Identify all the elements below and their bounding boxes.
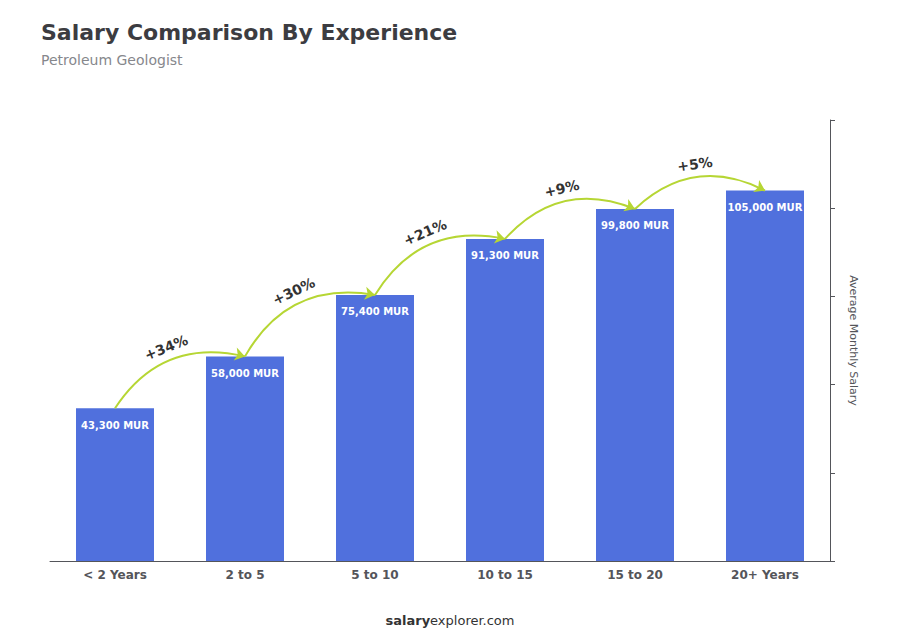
svg-text:75,400 MUR: 75,400 MUR — [341, 306, 409, 317]
svg-text:Petroleum Geologist: Petroleum Geologist — [41, 52, 183, 68]
svg-text:< 2 Years: < 2 Years — [83, 568, 147, 582]
svg-text:105,000 MUR: 105,000 MUR — [728, 202, 803, 213]
svg-text:43,300 MUR: 43,300 MUR — [81, 420, 149, 431]
svg-text:+34%: +34% — [142, 332, 190, 364]
svg-text:5 to 10: 5 to 10 — [351, 568, 398, 582]
svg-text:salary: salary — [385, 613, 430, 628]
svg-text:Average Monthly Salary: Average Monthly Salary — [847, 275, 860, 406]
svg-text:20+ Years: 20+ Years — [731, 568, 799, 582]
svg-text:10 to 15: 10 to 15 — [477, 568, 533, 582]
svg-text:+30%: +30% — [270, 274, 318, 308]
svg-text:2 to 5: 2 to 5 — [225, 568, 264, 582]
svg-text:Salary Comparison By Experienc: Salary Comparison By Experience — [41, 20, 457, 45]
svg-text:99,800 MUR: 99,800 MUR — [601, 220, 669, 231]
svg-text:explorer.com: explorer.com — [430, 613, 514, 628]
svg-text:+21%: +21% — [401, 216, 449, 249]
svg-text:+5%: +5% — [676, 154, 713, 175]
svg-text:15 to 20: 15 to 20 — [607, 568, 663, 582]
svg-text:91,300 MUR: 91,300 MUR — [471, 250, 539, 261]
svg-text:58,000 MUR: 58,000 MUR — [211, 368, 279, 379]
svg-text:+9%: +9% — [543, 177, 581, 201]
